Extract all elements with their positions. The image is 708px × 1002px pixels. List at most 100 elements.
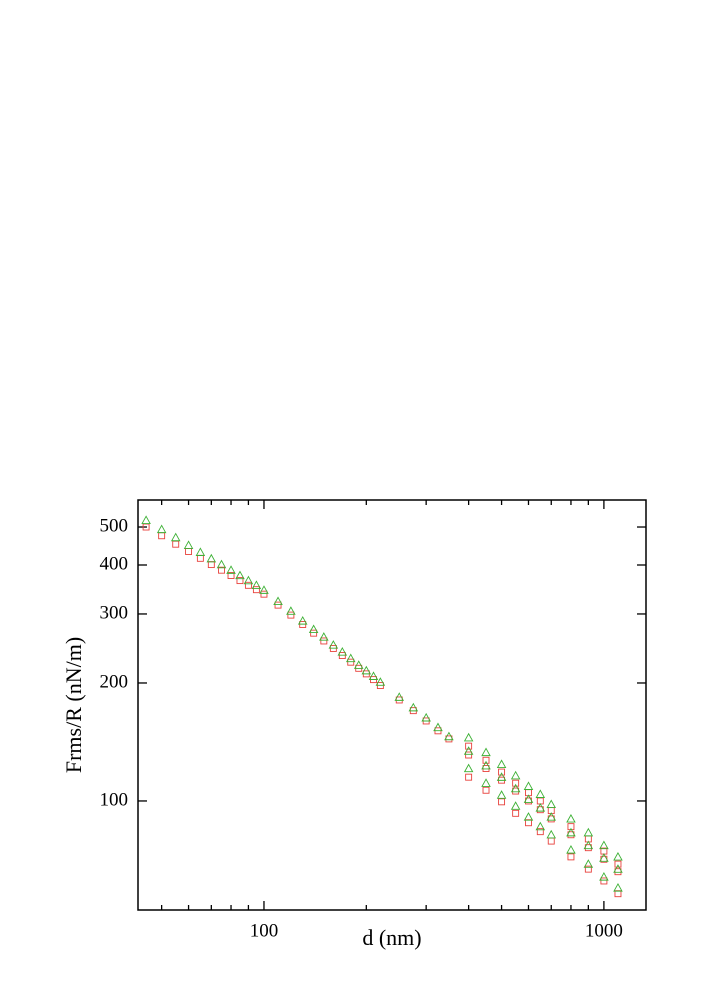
data-point xyxy=(286,606,296,615)
data-point xyxy=(195,547,206,556)
data-point xyxy=(546,829,557,839)
data-point xyxy=(347,658,355,666)
data-point xyxy=(481,747,491,757)
data-point xyxy=(445,735,453,743)
data-point xyxy=(535,789,546,798)
data-point xyxy=(156,524,167,534)
data-point xyxy=(218,566,225,574)
y-tick-label: 200 xyxy=(100,671,129,692)
data-point xyxy=(496,759,507,769)
data-point xyxy=(613,851,623,861)
data-point xyxy=(481,760,491,770)
data-point xyxy=(141,515,151,524)
data-point xyxy=(547,837,555,845)
data-point xyxy=(252,586,260,594)
data-point xyxy=(498,768,506,776)
data-point xyxy=(206,553,217,563)
data-point xyxy=(583,859,594,868)
data-point xyxy=(525,819,532,827)
data-point xyxy=(566,827,576,837)
data-point xyxy=(310,629,318,637)
data-point xyxy=(535,821,546,831)
data-point xyxy=(523,781,534,790)
data-point xyxy=(226,565,236,574)
data-point xyxy=(463,746,474,755)
data-point xyxy=(287,611,295,619)
data-point xyxy=(158,532,166,540)
y-tick-label: 400 xyxy=(100,553,129,574)
data-point xyxy=(510,770,521,780)
data-point xyxy=(463,763,474,773)
data-point xyxy=(236,577,244,585)
data-point xyxy=(599,872,609,881)
data-point xyxy=(523,794,534,803)
data-point xyxy=(613,882,623,892)
data-point xyxy=(614,890,622,898)
y-tick-label: 100 xyxy=(100,789,129,810)
x-axis-label: d (nm) xyxy=(362,925,421,950)
data-point xyxy=(308,624,319,634)
data-point xyxy=(227,572,235,579)
data-point xyxy=(482,786,490,794)
data-point xyxy=(375,677,386,686)
data-point xyxy=(244,581,252,589)
data-point xyxy=(613,864,623,873)
data-point xyxy=(510,801,521,810)
data-point xyxy=(328,640,339,649)
data-point xyxy=(546,799,557,809)
data-point xyxy=(320,637,328,645)
data-point xyxy=(496,772,507,781)
data-point xyxy=(260,590,268,598)
data-point xyxy=(498,798,506,806)
data-point xyxy=(433,722,443,732)
data-point xyxy=(337,647,348,656)
data-point xyxy=(394,692,405,701)
data-point xyxy=(207,561,215,569)
data-point xyxy=(510,783,521,793)
data-point xyxy=(496,790,507,799)
data-point xyxy=(584,865,592,873)
data-point xyxy=(251,580,262,589)
x-tick-label: 100 xyxy=(250,920,279,941)
data-point xyxy=(512,787,520,795)
data-point xyxy=(274,601,282,609)
y-axis-label: Frms/R (nN/m) xyxy=(61,637,86,773)
data-point xyxy=(421,712,431,722)
data-point xyxy=(583,840,594,850)
data-point xyxy=(465,751,473,759)
data-point xyxy=(235,570,245,580)
data-point xyxy=(170,532,181,542)
data-point xyxy=(361,665,372,675)
data-point xyxy=(408,702,419,712)
data-point xyxy=(512,779,520,787)
data-point xyxy=(546,812,557,821)
data-point xyxy=(481,778,491,787)
data-point xyxy=(463,732,474,742)
data-point xyxy=(142,523,150,531)
data-point xyxy=(567,853,575,861)
data-point xyxy=(535,802,546,812)
data-point xyxy=(536,828,544,836)
data-point xyxy=(583,827,594,837)
data-point xyxy=(183,540,194,549)
data-point xyxy=(196,554,204,562)
data-point xyxy=(368,671,379,680)
data-point xyxy=(185,548,193,555)
y-tick-label: 300 xyxy=(100,602,129,623)
data-point xyxy=(297,615,308,625)
data-point xyxy=(614,860,622,868)
data-point xyxy=(444,731,454,741)
data-point xyxy=(259,585,269,594)
data-point xyxy=(465,773,473,781)
data-point xyxy=(566,813,576,823)
data-point xyxy=(482,756,490,764)
data-point xyxy=(465,742,473,750)
data-point xyxy=(512,809,520,817)
data-point xyxy=(567,823,575,831)
data-point xyxy=(172,540,180,548)
y-tick-label: 500 xyxy=(100,515,129,536)
data-point xyxy=(614,868,622,876)
data-point xyxy=(216,559,227,569)
data-point xyxy=(345,653,356,663)
